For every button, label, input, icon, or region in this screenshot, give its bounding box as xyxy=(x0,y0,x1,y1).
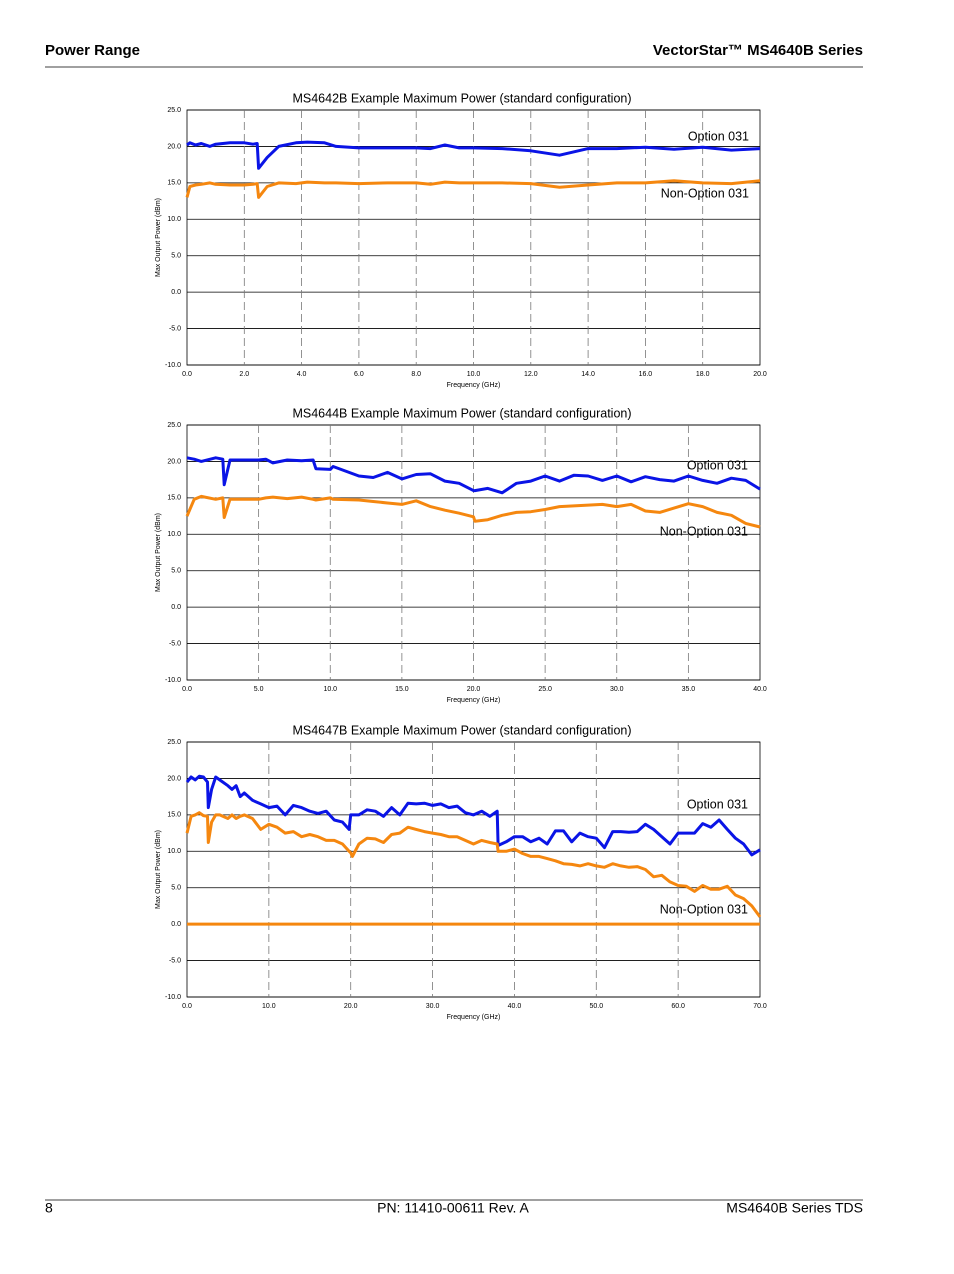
x-tick-label: 35.0 xyxy=(682,686,696,693)
x-tick-label: 6.0 xyxy=(354,371,364,378)
x-tick-label: 20.0 xyxy=(344,1003,358,1010)
y-tick-label: 15.0 xyxy=(167,180,181,187)
x-tick-label: 10.0 xyxy=(323,686,337,693)
x-axis-label: Frequency (GHz) xyxy=(447,697,501,704)
x-tick-label: 10.0 xyxy=(262,1003,276,1010)
x-tick-label: 25.0 xyxy=(538,686,552,693)
y-tick-label: 25.0 xyxy=(167,422,181,429)
footer-part-number: PN: 11410-00611 Rev. A xyxy=(377,1200,529,1216)
y-tick-label: 20.0 xyxy=(167,143,181,150)
y-tick-label: -10.0 xyxy=(165,362,181,369)
x-tick-label: 20.0 xyxy=(467,686,481,693)
data-line xyxy=(185,179,761,199)
annotation: Non-Option 031 xyxy=(660,902,748,916)
x-tick-label: 0.0 xyxy=(182,371,192,378)
y-tick-label: 5.0 xyxy=(171,253,181,260)
annotation: Option 031 xyxy=(687,797,748,811)
y-tick-label: 10.0 xyxy=(167,216,181,223)
chart-title: MS4644B Example Maximum Power (standard … xyxy=(292,406,631,420)
y-tick-label: 0.0 xyxy=(171,921,181,928)
y-tick-label: 0.0 xyxy=(171,289,181,296)
y-tick-label: 10.0 xyxy=(167,848,181,855)
x-axis-label: Frequency (GHz) xyxy=(447,1014,501,1021)
header-section: Power Range xyxy=(45,42,140,59)
x-tick-label: 0.0 xyxy=(182,686,192,693)
x-tick-label: 40.0 xyxy=(753,686,767,693)
x-tick-label: 10.0 xyxy=(467,371,481,378)
data-line xyxy=(185,811,762,918)
footer-document: MS4640B Series TDS xyxy=(726,1200,863,1216)
y-tick-label: -5.0 xyxy=(169,325,181,332)
y-tick-label: 15.0 xyxy=(167,812,181,819)
x-tick-label: 50.0 xyxy=(589,1003,603,1010)
data-line xyxy=(185,494,761,529)
y-tick-label: -10.0 xyxy=(165,994,181,1001)
x-tick-label: 2.0 xyxy=(239,371,249,378)
x-tick-label: 0.0 xyxy=(182,1003,192,1010)
y-tick-label: 15.0 xyxy=(167,495,181,502)
x-tick-label: 30.0 xyxy=(426,1003,440,1010)
x-tick-label: 14.0 xyxy=(581,371,595,378)
data-line xyxy=(186,456,761,495)
y-tick-label: 25.0 xyxy=(167,107,181,114)
y-axis-label: Max Output Power (dBm) xyxy=(155,198,162,277)
data-line xyxy=(185,774,761,857)
y-tick-label: -5.0 xyxy=(169,957,181,964)
y-axis-label: Max Output Power (dBm) xyxy=(155,830,162,909)
footer-page: 8 xyxy=(45,1200,53,1216)
data-line xyxy=(186,140,761,170)
y-axis-label: Max Output Power (dBm) xyxy=(155,513,162,592)
x-tick-label: 40.0 xyxy=(508,1003,522,1010)
chart-title: MS4642B Example Maximum Power (standard … xyxy=(292,91,631,105)
annotation: Non-Option 031 xyxy=(661,186,749,200)
x-tick-label: 4.0 xyxy=(297,371,307,378)
x-tick-label: 70.0 xyxy=(753,1003,767,1010)
x-tick-label: 16.0 xyxy=(639,371,653,378)
chart-title: MS4647B Example Maximum Power (standard … xyxy=(292,723,631,737)
y-tick-label: 5.0 xyxy=(171,885,181,892)
y-tick-label: 0.0 xyxy=(171,604,181,611)
y-tick-label: 5.0 xyxy=(171,568,181,575)
annotation: Non-Option 031 xyxy=(660,524,748,538)
annotation: Option 031 xyxy=(687,458,748,472)
y-tick-label: 20.0 xyxy=(167,458,181,465)
y-tick-label: -5.0 xyxy=(169,640,181,647)
x-tick-label: 30.0 xyxy=(610,686,624,693)
x-tick-label: 12.0 xyxy=(524,371,538,378)
x-tick-label: 20.0 xyxy=(753,371,767,378)
y-tick-label: -10.0 xyxy=(165,677,181,684)
y-tick-label: 10.0 xyxy=(167,531,181,538)
y-tick-label: 20.0 xyxy=(167,775,181,782)
header-product: VectorStar™ MS4640B Series xyxy=(653,42,863,59)
x-axis-label: Frequency (GHz) xyxy=(447,382,501,389)
x-tick-label: 18.0 xyxy=(696,371,710,378)
plot-area xyxy=(186,741,761,998)
x-tick-label: 60.0 xyxy=(671,1003,685,1010)
x-tick-label: 15.0 xyxy=(395,686,409,693)
annotation: Option 031 xyxy=(688,129,749,143)
y-tick-label: 25.0 xyxy=(167,739,181,746)
x-tick-label: 8.0 xyxy=(411,371,421,378)
x-tick-label: 5.0 xyxy=(254,686,264,693)
